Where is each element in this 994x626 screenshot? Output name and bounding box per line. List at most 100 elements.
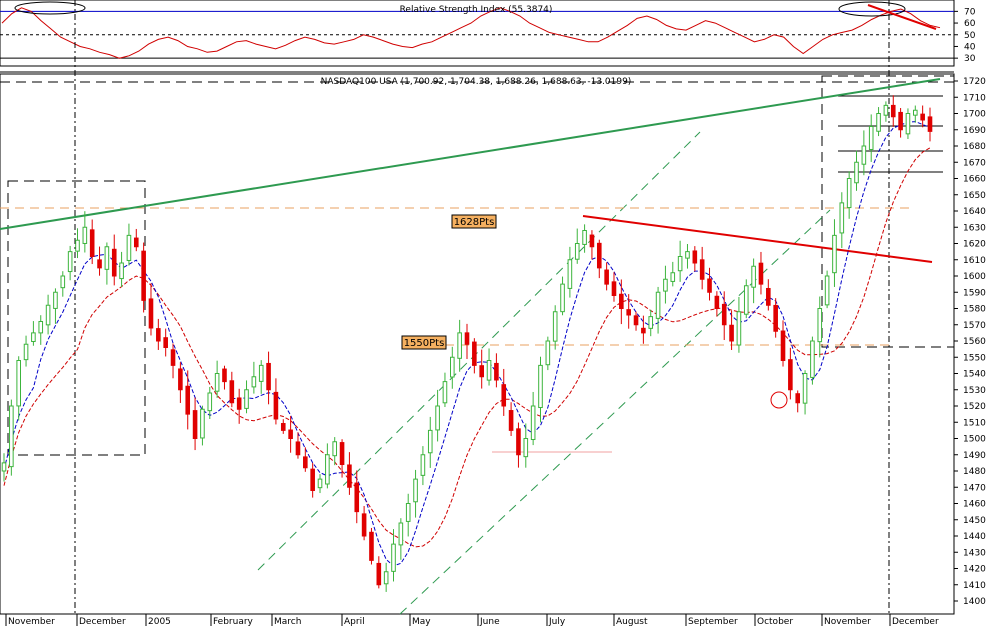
price-tick-label-1640: 1640 (963, 207, 986, 217)
price-tick-label-1600: 1600 (963, 272, 986, 282)
candle-body-75 (552, 311, 558, 342)
price-tick-label-1550: 1550 (963, 353, 986, 363)
candle-body-60 (442, 381, 448, 404)
candle-body-91 (670, 272, 676, 282)
rsi-title: Relative Strength Index (55.3874) (400, 5, 553, 15)
candle-body-53 (391, 543, 396, 572)
rsi-grid (0, 10, 954, 59)
price-tick-label-1710: 1710 (963, 93, 986, 103)
candle-body-108 (795, 393, 801, 404)
candle-body-123 (905, 113, 911, 135)
candle-body-71 (523, 438, 529, 458)
channel-upper (257, 131, 701, 571)
price-tick-label-1450: 1450 (963, 516, 986, 526)
candle-body-110 (810, 340, 815, 378)
candle-body-26 (192, 410, 198, 439)
candle-body-37 (273, 391, 279, 420)
candle-body-113 (832, 234, 837, 274)
candle-body-44 (325, 454, 330, 485)
candle-body-27 (200, 408, 205, 439)
candle-body-93 (685, 251, 690, 259)
candle-body-41 (303, 456, 308, 469)
x-label-12: November (824, 617, 871, 626)
candle-body-31 (229, 380, 235, 404)
candle-body-99 (729, 324, 734, 342)
candle-body-103 (758, 262, 764, 285)
candle-body-72 (530, 405, 536, 441)
candle-body-105 (773, 304, 778, 332)
tag-1628: 1628Pts (451, 214, 497, 229)
price-tick-label-1620: 1620 (963, 240, 986, 250)
candle-body-42 (310, 468, 315, 491)
candle-body-64 (472, 341, 477, 366)
candle-body-73 (538, 364, 543, 409)
candle-body-107 (788, 359, 793, 391)
x-label-0: November (8, 617, 55, 626)
x-label-5: April (344, 617, 365, 626)
candle-body-54 (398, 522, 404, 546)
candle-body-104 (766, 287, 771, 306)
candle-body-24 (178, 368, 183, 391)
x-label-1: December (79, 617, 126, 626)
candle-body-51 (376, 562, 382, 586)
candle-body-85 (626, 309, 631, 316)
candle-body-98 (721, 303, 727, 326)
x-label-6: May (412, 617, 431, 626)
candle-body-58 (427, 429, 433, 454)
candle-body-100 (736, 311, 742, 346)
tag-1628-box (451, 214, 497, 229)
candle-body-120 (883, 104, 889, 116)
x-label-8: July (548, 617, 566, 626)
candle-body-35 (258, 364, 264, 382)
candle-body-121 (890, 104, 896, 118)
price-tick-label-1590: 1590 (963, 288, 986, 298)
candle-body-49 (361, 513, 367, 537)
right-consolidation-box (821, 75, 955, 348)
price-tick-label-1410: 1410 (963, 581, 986, 591)
candle-body-112 (824, 275, 830, 306)
candle-body-25 (185, 385, 191, 415)
candle-body-97 (714, 295, 720, 309)
x-axis: November December 2005 February March April Ma… (5, 614, 939, 626)
price-annotations (0, 0, 955, 615)
x-label-10: September (688, 617, 738, 626)
candle-body-89 (655, 291, 661, 319)
price-tick-label-1700: 1700 (963, 110, 986, 120)
left-consolidation-box (7, 180, 146, 456)
candle-body-61 (450, 356, 455, 378)
price-panel-frame (0, 73, 955, 615)
price-tick-label-1630: 1630 (963, 223, 986, 233)
candle-body-74 (545, 340, 551, 366)
price-tick-label-1420: 1420 (963, 565, 986, 575)
price-y-axis: 1400 1410 1420 1430 1440 1450 1460 1470 1480 1490… (954, 77, 986, 607)
candle-body-59 (435, 405, 440, 431)
candle-body-95 (699, 259, 705, 280)
candle-body-88 (648, 316, 654, 329)
candle-body-65 (479, 365, 484, 378)
x-label-9: August (616, 617, 648, 626)
candle-body-126 (927, 116, 933, 132)
candle-body-106 (780, 330, 786, 362)
rsi-tick-label-70: 70 (964, 7, 976, 17)
price-tick-label-1430: 1430 (963, 548, 986, 558)
price-tick-label-1720: 1720 (963, 77, 986, 87)
candle-body-28 (207, 392, 213, 412)
candle-body-116 (854, 161, 859, 184)
candle-body-3 (23, 343, 29, 361)
candle-body-87 (641, 327, 646, 334)
rsi-line (1, 7, 941, 59)
price-tick-label-1540: 1540 (963, 370, 986, 380)
price-tick-label-1680: 1680 (963, 142, 986, 152)
candle-body-114 (839, 202, 845, 234)
candle-body-102 (751, 265, 756, 288)
candle-body-83 (611, 281, 617, 296)
rsi-annotations (14, 1, 937, 30)
candle-body-17 (126, 234, 132, 261)
candle-body-70 (516, 428, 521, 456)
candle-body-8 (60, 275, 66, 289)
candle-body-15 (111, 248, 117, 277)
price-tick-label-1570: 1570 (963, 321, 986, 331)
x-label-4: March (274, 617, 301, 626)
